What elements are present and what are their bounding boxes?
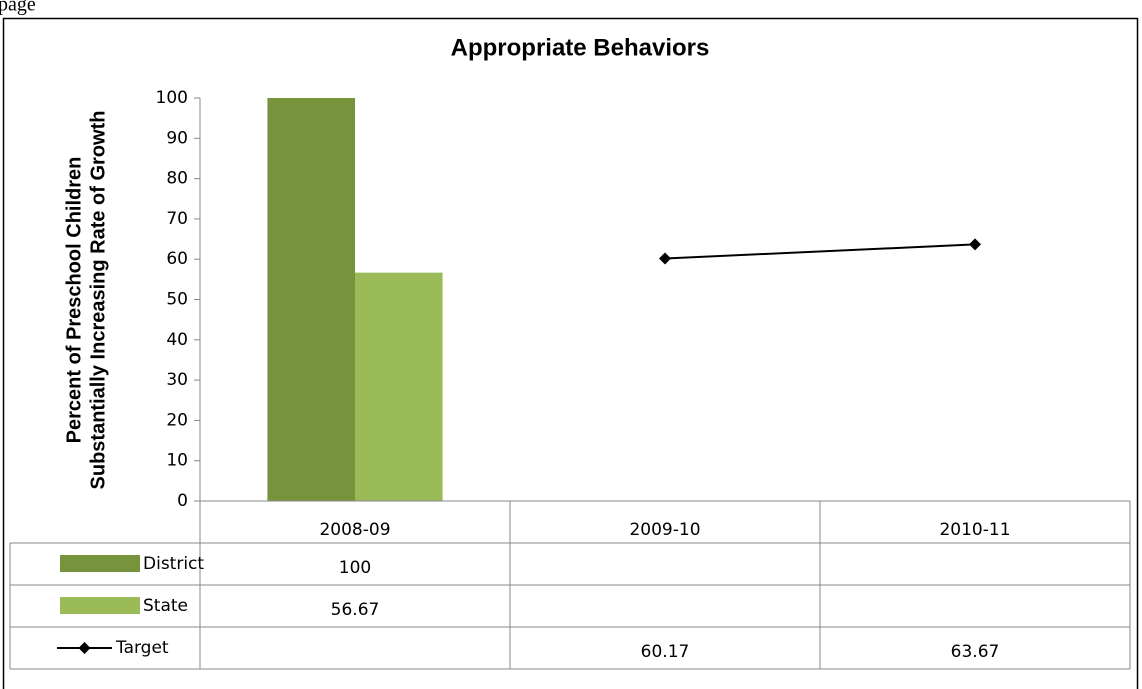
page-header-text: page xyxy=(0,0,36,16)
y-tick-label: 20 xyxy=(166,410,188,430)
legend-swatch xyxy=(60,597,140,614)
marker xyxy=(659,252,671,265)
x-tick-label: 2009-10 xyxy=(629,520,700,540)
marker xyxy=(969,238,981,251)
x-tick-label: 2008-09 xyxy=(319,520,390,540)
y-tick-label: 40 xyxy=(166,330,188,350)
chart-title: Appropriate Behaviors xyxy=(451,34,710,61)
legend-marker xyxy=(78,642,91,654)
table-value: 100 xyxy=(339,558,371,578)
x-tick-label: 2010-11 xyxy=(939,520,1010,540)
legend-label: State xyxy=(143,596,188,616)
y-tick-label: 90 xyxy=(166,128,188,148)
y-tick-label: 70 xyxy=(166,209,188,229)
legend-label: District xyxy=(143,554,204,574)
bar xyxy=(267,98,355,501)
table-value: 60.17 xyxy=(641,642,690,662)
table-value: 63.67 xyxy=(951,642,1000,662)
y-axis-title: Percent of Preschool Children Substantia… xyxy=(63,111,109,490)
y-axis-title-line: Percent of Preschool Children xyxy=(63,157,85,444)
y-tick-label: 0 xyxy=(177,491,188,511)
y-tick-label: 30 xyxy=(166,370,188,390)
legend-swatch xyxy=(60,555,140,572)
chart-border xyxy=(2,17,1139,689)
y-tick-label: 100 xyxy=(156,88,188,108)
y-tick-label: 60 xyxy=(166,249,188,269)
table-value: 56.67 xyxy=(331,600,380,620)
line xyxy=(664,243,976,260)
legend-label: Target xyxy=(115,638,169,658)
y-tick-label: 50 xyxy=(166,290,188,310)
y-tick-label: 80 xyxy=(166,169,188,189)
y-axis-title-line: Substantially Increasing Rate of Growth xyxy=(87,111,109,490)
bar xyxy=(355,272,443,501)
y-tick-label: 10 xyxy=(166,451,188,471)
